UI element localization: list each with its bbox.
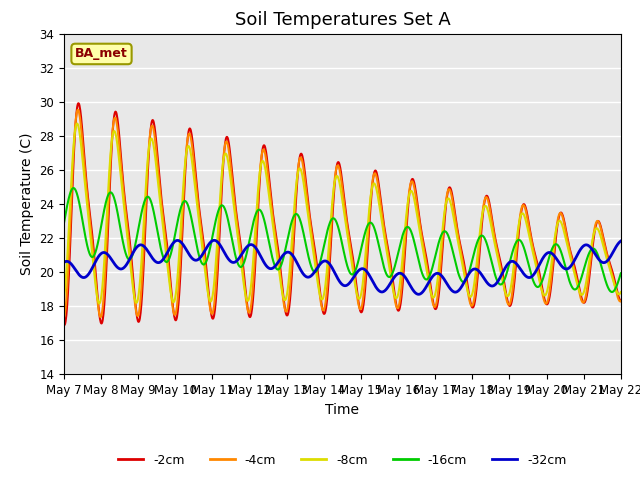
-8cm (74, 120, 81, 126)
Title: Soil Temperatures Set A: Soil Temperatures Set A (234, 11, 451, 29)
Line: -32cm: -32cm (64, 240, 621, 294)
-8cm (552, 231, 559, 237)
-4cm (429, 301, 437, 307)
-2cm (247, 312, 255, 318)
-16cm (60, 220, 68, 226)
-32cm (60, 260, 68, 265)
-8cm (617, 289, 625, 295)
-32cm (552, 254, 559, 260)
-16cm (70, 185, 77, 191)
Y-axis label: Soil Temperature (C): Soil Temperature (C) (20, 133, 34, 275)
-8cm (172, 296, 179, 301)
-32cm (211, 238, 218, 243)
Legend: -2cm, -4cm, -8cm, -16cm, -32cm: -2cm, -4cm, -8cm, -16cm, -32cm (113, 449, 572, 472)
-32cm (617, 238, 625, 244)
-16cm (551, 241, 559, 247)
-2cm (617, 298, 625, 304)
-16cm (617, 270, 625, 276)
-4cm (246, 306, 254, 312)
-2cm (61, 322, 68, 328)
-4cm (184, 133, 192, 139)
Line: -16cm: -16cm (64, 188, 621, 292)
-4cm (74, 107, 82, 113)
-4cm (60, 315, 68, 321)
-16cm (608, 289, 616, 295)
-16cm (429, 262, 437, 268)
-8cm (502, 292, 510, 298)
-16cm (246, 232, 254, 238)
-8cm (60, 295, 68, 301)
Line: -8cm: -8cm (64, 123, 621, 303)
-2cm (60, 322, 68, 328)
-32cm (415, 291, 422, 297)
-8cm (185, 143, 193, 149)
Text: BA_met: BA_met (75, 48, 128, 60)
-4cm (502, 294, 509, 300)
X-axis label: Time: Time (325, 403, 360, 417)
-4cm (171, 312, 179, 318)
-2cm (552, 240, 559, 246)
-32cm (246, 242, 254, 248)
-4cm (551, 237, 559, 243)
-32cm (170, 239, 178, 245)
-2cm (172, 316, 179, 322)
-32cm (502, 264, 510, 269)
-16cm (184, 203, 192, 209)
-4cm (617, 298, 625, 304)
-8cm (247, 284, 255, 290)
Line: -2cm: -2cm (64, 103, 621, 325)
-32cm (184, 250, 191, 255)
-8cm (429, 295, 437, 300)
-16cm (502, 273, 509, 279)
-8cm (95, 300, 103, 306)
-2cm (74, 100, 82, 106)
-16cm (171, 234, 179, 240)
-2cm (185, 129, 193, 134)
Line: -4cm: -4cm (64, 110, 621, 318)
-32cm (429, 273, 437, 278)
-2cm (502, 292, 510, 298)
-2cm (429, 301, 437, 307)
